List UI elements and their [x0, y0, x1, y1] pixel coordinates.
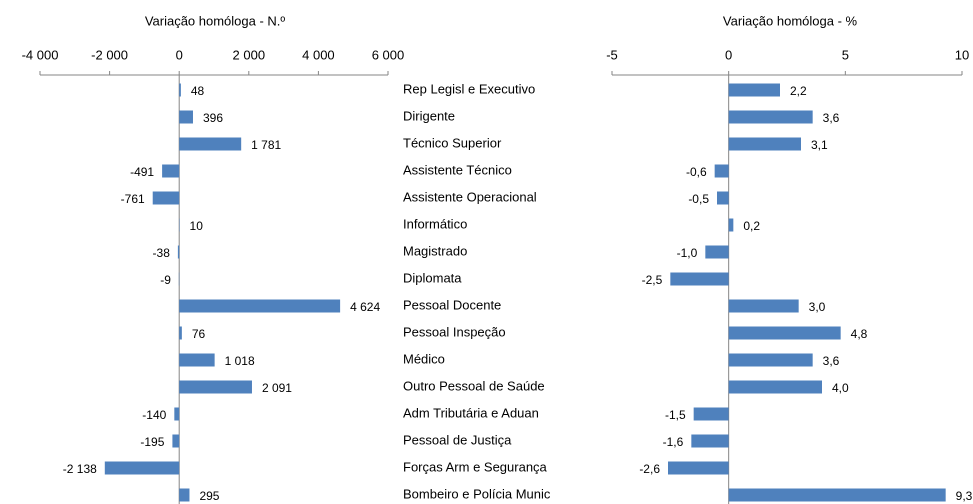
value-label: -0,5	[688, 192, 709, 206]
value-label: -1,0	[677, 246, 698, 260]
bar	[179, 299, 341, 313]
category-label: Diplomata	[403, 270, 462, 285]
x-tick-label: 5	[842, 47, 849, 62]
value-label: 9,3	[956, 489, 973, 503]
x-tick-label: 2 000	[233, 47, 266, 62]
category-label: Assistente Operacional	[403, 189, 537, 204]
value-label: 3,1	[811, 138, 828, 152]
bar	[162, 164, 180, 178]
category-label: Magistrado	[403, 243, 467, 258]
value-label: 4,8	[851, 327, 868, 341]
bar	[179, 83, 181, 97]
category-label: Médico	[403, 351, 445, 366]
value-label: 396	[203, 111, 223, 125]
bar	[179, 326, 182, 340]
x-tick-label: -4 000	[22, 47, 59, 62]
value-label: -1,6	[663, 435, 684, 449]
bar	[174, 407, 180, 421]
category-label: Bombeiro e Polícia Munic	[403, 486, 551, 501]
bar	[728, 110, 813, 124]
value-label: -2,5	[642, 273, 663, 287]
bar	[728, 137, 801, 151]
category-label: Pessoal Docente	[403, 297, 501, 312]
bar	[691, 434, 729, 448]
value-label: 2 091	[262, 381, 292, 395]
bar	[179, 137, 242, 151]
x-tick-label: 0	[176, 47, 183, 62]
value-label: -2,6	[639, 462, 660, 476]
category-label: Adm Tributária e Aduan	[403, 405, 539, 420]
bar	[668, 461, 729, 475]
value-label: -491	[130, 165, 154, 179]
value-label: -0,6	[686, 165, 707, 179]
bar	[714, 164, 729, 178]
value-label: 10	[190, 219, 204, 233]
category-label: Pessoal Inspeção	[403, 324, 506, 339]
bar	[179, 110, 193, 124]
bar	[104, 461, 180, 475]
value-label: 0,2	[743, 219, 760, 233]
x-tick-label: 10	[955, 47, 969, 62]
x-tick-label: 4 000	[302, 47, 335, 62]
category-label: Técnico Superior	[403, 135, 502, 150]
bar	[728, 488, 946, 502]
value-label: 3,6	[823, 111, 840, 125]
value-label: -1,5	[665, 408, 686, 422]
x-tick-label: 6 000	[372, 47, 405, 62]
value-label: 76	[192, 327, 206, 341]
x-tick-label: 0	[725, 47, 732, 62]
bar	[728, 299, 799, 313]
bar	[179, 380, 252, 394]
bar	[152, 191, 180, 205]
x-tick-label: -5	[606, 47, 618, 62]
bar	[717, 191, 729, 205]
value-label: 1 781	[251, 138, 281, 152]
value-label: 3,6	[823, 354, 840, 368]
axis-title: Variação homóloga - %	[723, 13, 858, 28]
bar	[693, 407, 729, 421]
value-label: 295	[199, 489, 219, 503]
bar	[705, 245, 729, 259]
category-label: Assistente Técnico	[403, 162, 512, 177]
bar	[177, 245, 180, 259]
value-label: 1 018	[225, 354, 255, 368]
bar	[728, 353, 813, 367]
value-label: -9	[160, 273, 171, 287]
value-label: -2 138	[63, 462, 97, 476]
bar	[670, 272, 729, 286]
value-label: -761	[121, 192, 145, 206]
value-label: -38	[153, 246, 171, 260]
bar	[728, 380, 822, 394]
bar	[179, 488, 190, 502]
value-label: 48	[191, 84, 205, 98]
value-label: 2,2	[790, 84, 807, 98]
category-label: Forças Arm e Segurança	[403, 459, 548, 474]
category-label: Rep Legisl e Executivo	[403, 81, 535, 96]
value-label: 4 624	[350, 300, 380, 314]
category-label: Pessoal de Justiça	[403, 432, 512, 447]
value-label: -195	[140, 435, 164, 449]
bar	[179, 353, 215, 367]
axis-title: Variação homóloga - N.º	[145, 13, 286, 28]
value-label: 3,0	[809, 300, 826, 314]
value-label: 4,0	[832, 381, 849, 395]
category-label: Dirigente	[403, 108, 455, 123]
x-tick-label: -2 000	[91, 47, 128, 62]
value-label: -140	[142, 408, 166, 422]
bar	[728, 83, 780, 97]
bar	[172, 434, 180, 448]
bar	[728, 326, 841, 340]
category-label: Informático	[403, 216, 467, 231]
bar	[728, 218, 734, 232]
category-label: Outro Pessoal de Saúde	[403, 378, 545, 393]
